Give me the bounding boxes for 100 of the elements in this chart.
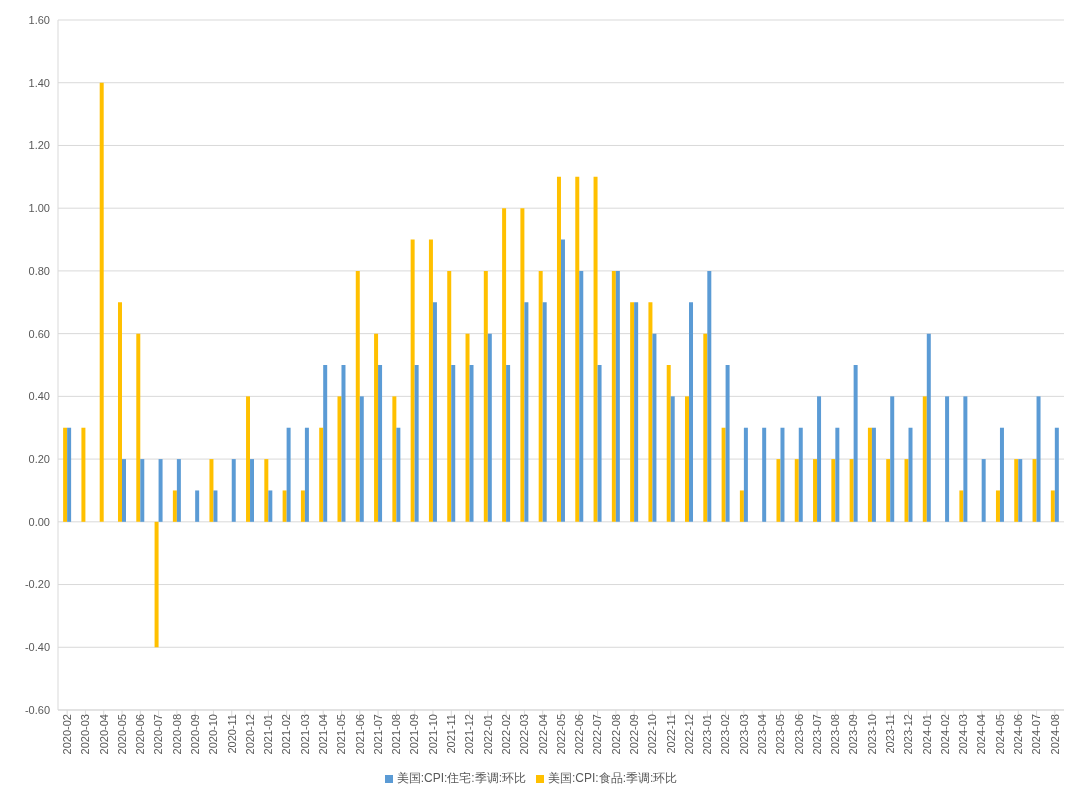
bar	[670, 396, 675, 522]
bar	[136, 333, 141, 522]
y-tick-label: -0.40	[24, 641, 50, 654]
bar	[542, 302, 547, 522]
bar	[981, 459, 986, 522]
bar	[886, 459, 891, 522]
bar	[1054, 427, 1059, 522]
bar	[579, 270, 584, 522]
bar	[154, 521, 159, 648]
x-tick-label: 2024-03	[957, 714, 970, 755]
x-tick-label: 2023-03	[737, 714, 750, 755]
x-tick-label: 2020-04	[97, 714, 110, 755]
bar	[794, 459, 799, 522]
y-tick-label: 0.60	[28, 327, 50, 340]
bar	[904, 459, 909, 522]
bar	[81, 427, 86, 522]
x-tick-label: 2020-12	[243, 714, 256, 755]
y-tick-label: 1.40	[28, 76, 50, 89]
bar	[304, 427, 309, 522]
x-tick-label: 2023-06	[792, 714, 805, 755]
bar	[176, 459, 181, 522]
bar	[392, 396, 397, 522]
y-tick-label: 0.00	[28, 515, 50, 528]
x-tick-label: 2020-09	[188, 714, 201, 755]
y-tick-label: 1.00	[28, 202, 50, 215]
bar	[447, 270, 452, 522]
y-tick-label: 1.20	[28, 139, 50, 152]
bar	[323, 365, 328, 522]
bar	[634, 302, 639, 522]
y-tick-label: 1.60	[28, 13, 50, 26]
bar	[264, 459, 269, 522]
legend-label: 美国:CPI:住宅:季调:环比	[396, 771, 526, 785]
bar	[575, 176, 580, 522]
bar	[1036, 396, 1041, 522]
x-tick-label: 2021-10	[426, 714, 439, 755]
x-tick-label: 2021-03	[298, 714, 311, 755]
bar	[908, 427, 913, 522]
bar	[63, 427, 68, 522]
bar	[483, 270, 488, 522]
x-tick-label: 2020-11	[225, 714, 238, 754]
bar	[246, 396, 251, 522]
x-tick-label: 2021-07	[371, 714, 384, 755]
x-tick-label: 2023-08	[829, 714, 842, 755]
bar	[99, 82, 104, 522]
bar	[813, 459, 818, 522]
x-tick-label: 2024-06	[1012, 714, 1025, 755]
x-tick-label: 2022-10	[646, 714, 659, 755]
bar	[268, 490, 273, 522]
x-tick-label: 2023-12	[902, 714, 915, 755]
x-tick-label: 2020-05	[115, 714, 128, 755]
bar	[378, 365, 383, 522]
bar	[652, 333, 657, 522]
bar	[465, 333, 470, 522]
bar	[630, 302, 635, 522]
x-tick-label: 2022-04	[536, 714, 549, 755]
bar	[158, 459, 163, 522]
bar	[853, 365, 858, 522]
x-tick-label: 2023-07	[810, 714, 823, 755]
x-tick-label: 2022-01	[481, 714, 494, 755]
x-tick-label: 2022-02	[499, 714, 512, 755]
y-tick-label: -0.20	[24, 578, 50, 591]
x-tick-label: 2022-06	[573, 714, 586, 755]
x-tick-label: 2020-02	[60, 714, 73, 755]
bar	[506, 365, 511, 522]
bar	[1018, 459, 1023, 522]
bar	[414, 365, 419, 522]
bar	[780, 427, 785, 522]
x-tick-label: 2020-03	[79, 714, 92, 755]
x-tick-label: 2022-08	[609, 714, 622, 755]
legend-label: 美国:CPI:食品:季调:环比	[548, 771, 678, 785]
bar	[615, 270, 620, 522]
bar	[597, 365, 602, 522]
bar	[890, 396, 895, 522]
x-tick-label: 2021-04	[317, 714, 330, 755]
bar	[593, 176, 598, 522]
x-tick-label: 2024-01	[920, 714, 933, 755]
bar	[469, 365, 474, 522]
x-tick-label: 2024-07	[1030, 714, 1043, 755]
bar	[1014, 459, 1019, 522]
x-tick-label: 2021-05	[335, 714, 348, 755]
bar	[374, 333, 379, 522]
bar	[556, 176, 561, 522]
x-tick-label: 2023-04	[756, 714, 769, 755]
bar	[703, 333, 708, 522]
x-tick-label: 2022-09	[627, 714, 640, 755]
bar	[999, 427, 1004, 522]
bar	[337, 396, 342, 522]
bar	[231, 459, 236, 522]
bar	[1050, 490, 1055, 522]
bar	[286, 427, 291, 522]
x-tick-label: 2024-02	[938, 714, 951, 755]
bar	[995, 490, 1000, 522]
bar	[685, 396, 690, 522]
bar	[835, 427, 840, 522]
bar	[849, 459, 854, 522]
x-tick-label: 2023-09	[847, 714, 860, 755]
bar	[341, 365, 346, 522]
bar	[428, 239, 433, 522]
bar	[1032, 459, 1037, 522]
bar	[959, 490, 964, 522]
